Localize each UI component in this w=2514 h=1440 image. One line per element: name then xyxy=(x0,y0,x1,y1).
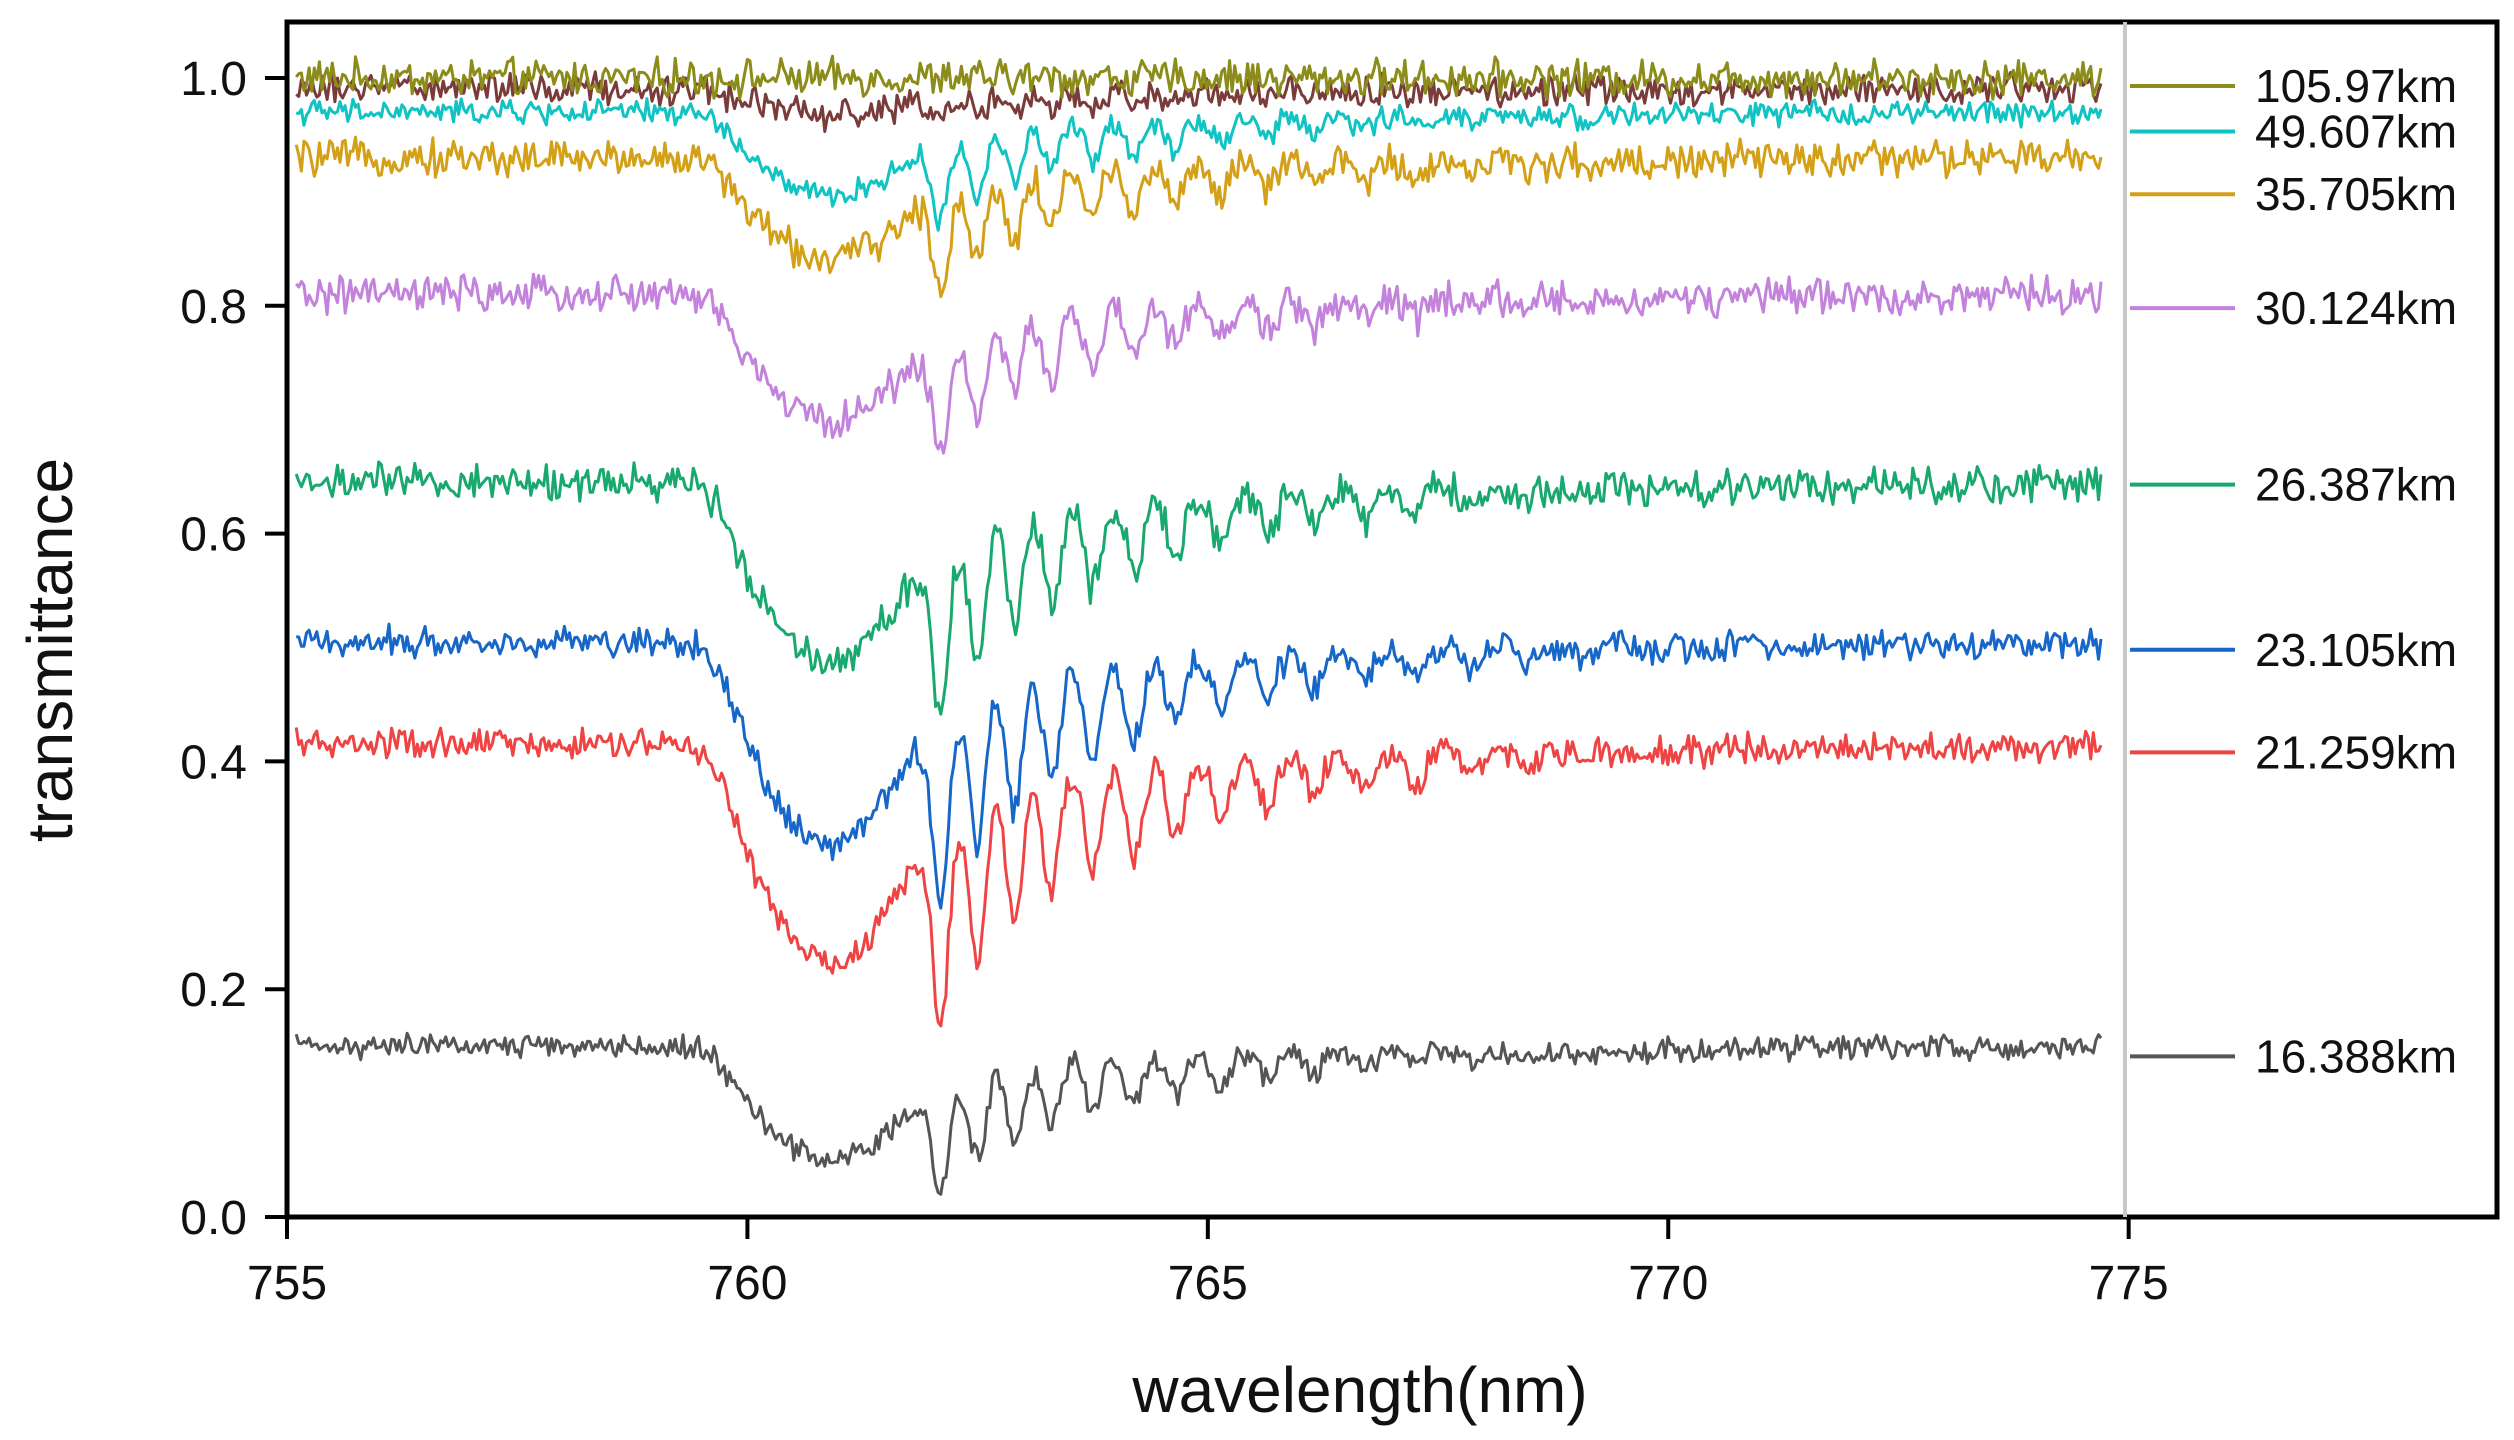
legend-label: 105.97km xyxy=(2255,60,2457,112)
y-tick-label: 0.4 xyxy=(180,736,247,789)
legend-label: 49.607km xyxy=(2255,106,2457,158)
series-line-30-124km xyxy=(295,272,2103,455)
series-line-49-607km xyxy=(295,97,2103,232)
series-line-16-388km xyxy=(294,1031,2103,1196)
series-line-105-97km xyxy=(295,54,2103,101)
y-tick-label: 0.6 xyxy=(180,509,247,562)
x-tick-label: 765 xyxy=(1168,1257,1248,1310)
x-tick-label: 755 xyxy=(247,1257,327,1310)
legend-label: 23.105km xyxy=(2255,624,2457,676)
y-axis: 0.0 0.2 0.4 0.6 0.8 1.0 xyxy=(180,53,287,1245)
x-axis: 755 760 765 770 775 xyxy=(247,1217,2169,1310)
y-tick-label: 0.2 xyxy=(180,964,247,1017)
y-tick-label: 0.0 xyxy=(180,1192,247,1245)
legend-label: 16.388km xyxy=(2255,1030,2457,1082)
x-tick-label: 770 xyxy=(1628,1257,1708,1310)
series-line-21-259km xyxy=(294,726,2103,1028)
legend-label: 26.387km xyxy=(2255,459,2457,511)
series-line-unlabeled xyxy=(295,70,2103,133)
x-axis-title: wavelength(nm) xyxy=(1131,1354,1587,1426)
legend-label: 21.259km xyxy=(2255,726,2457,778)
series-line-35-705km xyxy=(294,135,2103,299)
series-line-23-105km xyxy=(296,622,2103,910)
x-tick-label: 760 xyxy=(707,1257,787,1310)
series-line-26-387km xyxy=(294,460,2103,716)
y-tick-label: 1.0 xyxy=(180,53,247,106)
y-tick-label: 0.8 xyxy=(180,281,247,334)
y-axis-title: transmittance xyxy=(14,458,86,842)
plot-frame xyxy=(284,19,2500,1220)
legend-label: 30.124km xyxy=(2255,282,2457,334)
x-tick-label: 775 xyxy=(2089,1257,2169,1310)
legend-label: 35.705km xyxy=(2255,168,2457,220)
plot-lines xyxy=(294,54,2103,1196)
